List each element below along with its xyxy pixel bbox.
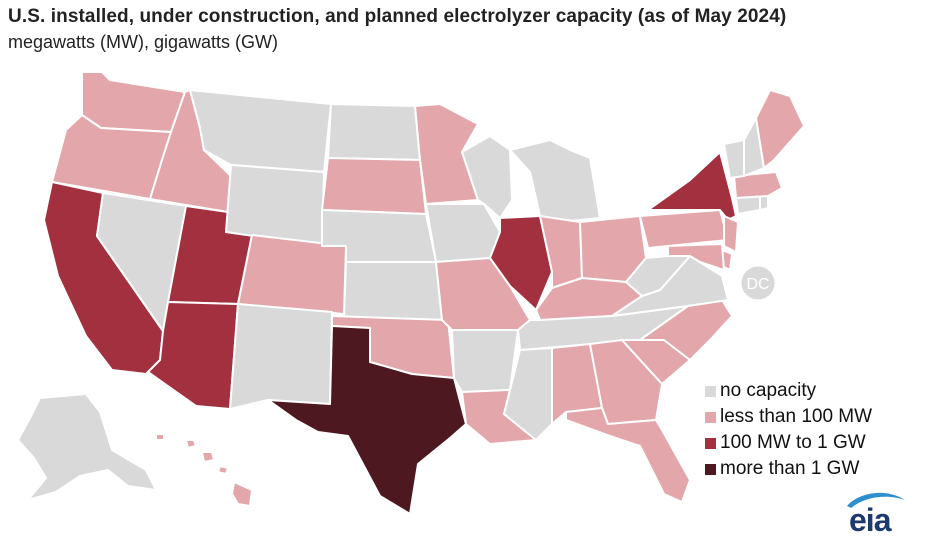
- state-ks: [343, 261, 443, 321]
- legend-swatch: [705, 385, 716, 397]
- state-wi: [461, 135, 513, 219]
- state-ia: [425, 203, 501, 263]
- state-vt: [723, 139, 745, 179]
- map-subtitle: megawatts (MW), gigawatts (GW): [8, 32, 279, 52]
- state-pa: [639, 209, 729, 249]
- state-ar: [451, 329, 519, 393]
- state-ny: [647, 151, 737, 221]
- state-nm: [229, 303, 333, 410]
- map-legend: no capacity less than 100 MW 100 MW to 1…: [705, 378, 872, 482]
- state-md: [667, 243, 725, 271]
- state-sd: [321, 157, 427, 215]
- state-tx: [267, 325, 467, 515]
- legend-item-high: more than 1 GW: [705, 456, 872, 482]
- legend-swatch: [705, 437, 716, 449]
- state-nj: [723, 215, 739, 253]
- legend-swatch: [705, 411, 716, 423]
- legend-label: no capacity: [720, 380, 817, 401]
- state-nd: [327, 103, 421, 161]
- legend-item-mid: 100 MW to 1 GW: [705, 430, 872, 456]
- eia-logo: eia: [835, 488, 915, 540]
- map-title: U.S. installed, under construction, and …: [8, 6, 787, 27]
- state-ri: [759, 195, 769, 211]
- legend-swatch: [705, 463, 716, 475]
- state-ak: [17, 393, 157, 501]
- dc-label: DC: [746, 276, 769, 293]
- state-me: [755, 89, 805, 169]
- state-mi: [509, 139, 601, 223]
- eia-logo-text: eia: [849, 502, 891, 538]
- state-ma: [733, 171, 783, 199]
- legend-label: 100 MW to 1 GW: [720, 432, 866, 453]
- state-wa: [81, 71, 186, 133]
- legend-label: more than 1 GW: [720, 458, 860, 479]
- legend-item-no-capacity: no capacity: [705, 378, 872, 404]
- dc-marker: [740, 265, 776, 301]
- legend-label: less than 100 MW: [720, 406, 873, 427]
- state-fl: [565, 407, 691, 503]
- legend-item-low: less than 100 MW: [705, 404, 872, 430]
- state-wy: [225, 164, 325, 247]
- eia-logo-swoosh-icon: [847, 492, 905, 508]
- state-hi: [155, 433, 253, 507]
